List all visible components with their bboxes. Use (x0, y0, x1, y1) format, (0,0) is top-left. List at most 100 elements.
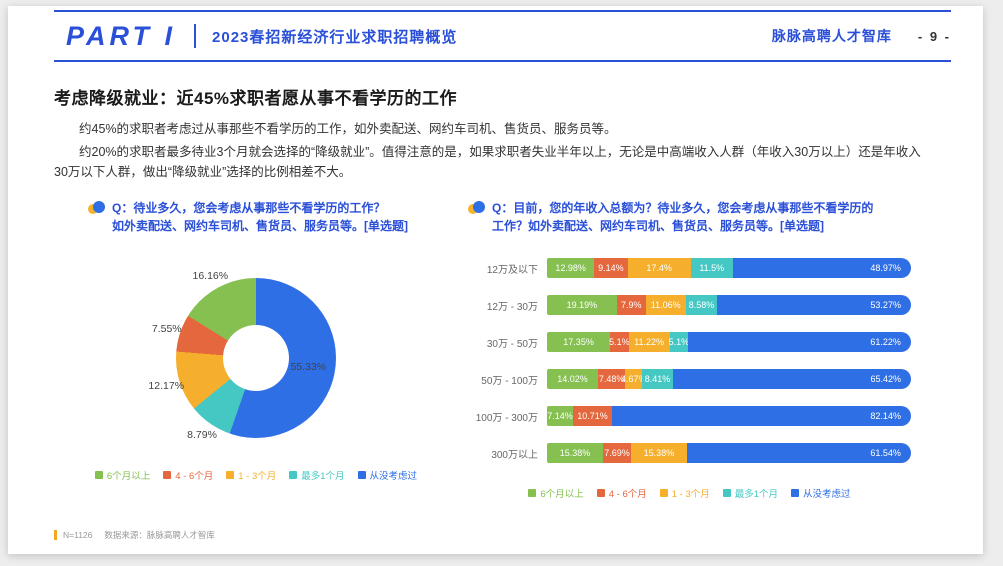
legend-swatch (528, 489, 537, 498)
pie-value-label: 7.55% (151, 322, 182, 335)
segment-value: 11.22% (634, 337, 665, 348)
segment-value: 8.41% (644, 374, 671, 385)
legend-swatch (94, 471, 103, 480)
bar-segment: 8.41% (642, 369, 673, 390)
bar-segment: 12.98% (547, 258, 595, 279)
bar-legend: 6个月以上 4 - 6个月 1 - 3个月 最多1个月 从没考虑过 (468, 486, 911, 500)
segment-value: 17.4% (646, 263, 672, 274)
segment-value: 17.35% (563, 337, 594, 348)
header-divider (194, 24, 197, 48)
section-title: 考虑降级就业：近45%求职者愿从事不看学历的工作 (54, 89, 458, 108)
segment-value: 5.1% (609, 337, 630, 348)
legend-label: 从没考虑过 (803, 489, 851, 501)
segment-value: 7.9% (620, 300, 642, 311)
segment-value: 4.67% (620, 374, 647, 385)
legend-item: 6个月以上 (528, 486, 584, 500)
segment-value: 5.1% (668, 337, 690, 348)
segment-value: 61.22% (870, 337, 901, 348)
bar-segment: 61.54% (686, 443, 911, 464)
pie-value-label: 12.17% (148, 379, 185, 392)
bar-segment: 61.22% (688, 332, 911, 353)
bar-segment: 11.06% (645, 295, 686, 316)
bar-row: 12万及以下 12.98% 9.14% 17.4% 11.5% 48.97% (468, 258, 953, 279)
donut-chart: 55.33% 8.79% 12.17% 7.55% 16.16% (148, 270, 336, 442)
segment-value: 15.38% (559, 448, 591, 459)
segment-value: 14.02% (557, 374, 588, 385)
page-number: - 9 - (917, 28, 951, 44)
segment-value: 10.71% (577, 411, 608, 422)
pie-question: Q：待业多久，您会考虑从事那些不看学历的工作？ 如外卖配送、网约车司机、售货员、… (88, 199, 424, 236)
bar-segment: 53.27% (717, 295, 911, 316)
legend-label: 4 - 6个月 (608, 489, 647, 501)
bar-question-line1: Q：目前，您的年收入总额为？待业多久，您会考虑从事那些不看学历的 (492, 200, 874, 215)
bar-row: 12万 - 30万 19.19% 7.9% 11.06% 8.58% 53.27% (468, 295, 953, 316)
segment-value: 65.42% (870, 374, 901, 385)
legend-label: 最多1个月 (301, 471, 345, 483)
legend-label: 从没考虑过 (369, 471, 418, 483)
bar-question-text: Q：目前，您的年收入总额为？待业多久，您会考虑从事那些不看学历的 工作？如外卖配… (492, 199, 873, 236)
bar-segment: 65.42% (672, 369, 911, 390)
slide-header: PART I 2023春招新经济行业求职招聘概览 脉脉高聘人才智库 - 9 - (54, 10, 951, 62)
legend-item: 6个月以上 (94, 468, 151, 483)
legend-label: 最多1个月 (734, 489, 779, 501)
bar-row: 50万 - 100万 14.02% 7.48% 4.67% 8.41% 65.42% (468, 369, 953, 390)
category-label: 300万以上 (491, 449, 538, 461)
legend-item: 从没考虑过 (357, 468, 418, 483)
header-right: 脉脉高聘人才智库 - 9 - (772, 26, 951, 46)
sample-size: N=1126 (63, 530, 93, 540)
legend-swatch (596, 489, 605, 498)
bar-row: 30万 - 50万 17.35% 5.1% 11.22% 5.1% 61.22% (468, 332, 953, 353)
stacked-bar: 19.19% 7.9% 11.06% 8.58% 53.27% (547, 295, 911, 316)
legend-item: 4 - 6个月 (163, 468, 213, 482)
pie-value-label: 16.16% (192, 269, 229, 282)
bar-segment: 15.38% (630, 443, 687, 464)
segment-value: 7.48% (598, 374, 625, 385)
legend-item: 最多1个月 (722, 486, 779, 501)
legend-item: 1 - 3个月 (226, 468, 276, 482)
charts-area: Q：待业多久，您会考虑从事那些不看学历的工作？ 如外卖配送、网约车司机、售货员、… (88, 199, 953, 500)
legend-swatch (163, 471, 172, 480)
segment-value: 19.19% (566, 300, 598, 311)
pie-question-line1: Q：待业多久，您会考虑从事那些不看学历的工作？ (112, 200, 386, 215)
segment-value: 8.58% (688, 300, 715, 311)
pie-value-label: 8.79% (187, 429, 217, 442)
bar-segment: 8.58% (685, 295, 718, 316)
segment-value: 82.14% (870, 411, 901, 422)
bar-panel: Q：目前，您的年收入总额为？待业多久，您会考虑从事那些不看学历的 工作？如外卖配… (468, 199, 953, 500)
bar-segment: 9.14% (594, 258, 628, 279)
bar-segment: 7.69% (602, 443, 631, 464)
segment-value: 15.38% (643, 448, 675, 459)
category-label: 12万 - 30万 (486, 301, 538, 313)
bar-segment: 7.14% (547, 406, 573, 427)
pie-value-label: 55.33% (290, 360, 327, 373)
bar-segment: 5.1% (609, 332, 630, 353)
legend-label: 1 - 3个月 (671, 489, 710, 501)
donut-ring (176, 278, 336, 439)
bar-segment: 11.5% (690, 258, 733, 279)
legend-item: 最多1个月 (289, 468, 345, 483)
stacked-bar: 17.35% 5.1% 11.22% 5.1% 61.22% (547, 332, 911, 353)
segment-value: 12.98% (555, 263, 586, 274)
segment-value: 7.14% (547, 411, 573, 422)
segment-value: 11.5% (699, 263, 725, 274)
bar-segment: 7.9% (616, 295, 646, 316)
pie-question-text: Q：待业多久，您会考虑从事那些不看学历的工作？ 如外卖配送、网约车司机、售货员、… (112, 199, 408, 236)
bar-segment: 19.19% (547, 295, 617, 316)
legend-swatch (226, 471, 235, 480)
segment-value: 48.97% (870, 263, 901, 274)
segment-value: 53.27% (870, 300, 901, 311)
brand-label: 脉脉高聘人才智库 (771, 28, 892, 44)
footer-marker (54, 530, 57, 540)
legend-label: 1 - 3个月 (238, 471, 277, 483)
legend-swatch (357, 471, 366, 480)
bar-segment: 10.71% (572, 406, 612, 427)
category-label: 50万 - 100万 (481, 375, 538, 387)
stacked-bar-chart: 12万及以下 12.98% 9.14% 17.4% 11.5% 48.97% 12万 - 3… (468, 258, 953, 480)
segment-value: 61.54% (870, 448, 901, 459)
segment-value: 7.69% (604, 448, 630, 459)
category-label: 100万 - 300万 (475, 412, 538, 424)
bar-segment: 17.4% (627, 258, 691, 279)
bar-row: 100万 - 300万 7.14% 10.71% 82.14% (468, 406, 953, 427)
legend-label: 6个月以上 (106, 471, 151, 483)
segment-value: 11.06% (650, 300, 681, 311)
